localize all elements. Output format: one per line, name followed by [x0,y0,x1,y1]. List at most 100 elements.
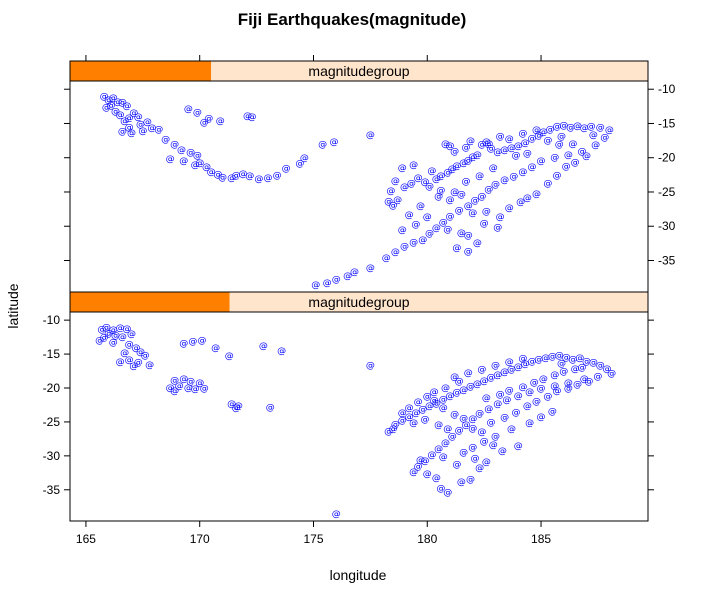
data-point: @ [109,338,118,348]
data-point: @ [580,124,589,134]
data-point: @ [550,370,559,380]
data-point: @ [482,137,491,147]
data-point: @ [580,375,589,385]
data-point: @ [104,95,113,105]
data-point: @ [489,163,498,173]
data-point: @ [448,165,457,175]
data-point: @ [427,451,436,461]
data-point: @ [116,111,125,121]
data-point: @ [154,125,163,135]
data-point: @ [116,324,125,334]
data-point: @ [225,351,234,361]
data-point: @ [136,120,145,130]
data-point: @ [398,416,407,426]
data-point: @ [482,207,491,217]
data-point: @ [461,177,470,187]
data-point: @ [179,375,188,385]
data-point: @ [329,137,338,147]
data-point: @ [475,409,484,419]
data-point: @ [441,383,450,393]
data-point: @ [461,143,470,153]
data-point: @ [491,361,500,371]
data-point: @ [273,171,282,181]
data-point: @ [405,413,414,423]
data-point: @ [527,163,536,173]
data-point: @ [457,190,466,200]
data-point: @ [475,463,484,473]
y-axis-label: latitude [5,283,21,328]
y-tick-label: -10 [658,82,676,96]
data-point: @ [282,164,291,174]
data-point: @ [300,154,309,164]
data-point: @ [514,391,523,401]
data-point: @ [243,111,252,121]
data-point: @ [578,363,587,373]
data-point: @ [471,454,480,464]
data-point: @ [409,238,418,248]
data-point: @ [500,176,509,186]
data-point: @ [468,152,477,162]
data-point: @ [420,178,429,188]
data-point: @ [145,360,154,370]
data-point: @ [420,457,429,467]
data-point: @ [573,380,582,390]
data-point: @ [143,117,152,127]
data-point: @ [489,440,498,450]
data-point: @ [455,377,464,387]
data-point: @ [100,92,109,102]
data-point: @ [432,474,441,484]
data-point: @ [166,154,175,164]
data-point: @ [555,351,564,361]
data-point: @ [136,347,145,357]
x-tick-label: 185 [531,532,551,546]
strip-background [70,61,648,81]
data-point: @ [446,212,455,222]
data-point: @ [473,379,482,389]
data-point: @ [184,104,193,114]
data-point: @ [559,367,568,377]
data-point: @ [518,129,527,139]
data-point: @ [498,446,507,456]
data-point: @ [416,455,425,465]
data-point: @ [450,372,459,382]
data-point: @ [578,147,587,157]
data-point: @ [259,341,268,351]
data-point: @ [102,323,111,333]
data-point: @ [186,148,195,158]
data-point: @ [582,152,591,162]
data-point: @ [125,113,134,123]
data-point: @ [450,147,459,157]
data-point: @ [414,398,423,408]
data-point: @ [311,280,320,290]
data-point: @ [184,383,193,393]
data-point: @ [552,122,561,132]
data-point: @ [505,135,514,145]
data-point: @ [507,365,516,375]
data-point: @ [191,385,200,395]
data-point: @ [432,399,441,409]
data-point: @ [122,102,131,112]
data-point: @ [482,394,491,404]
data-point: @ [550,153,559,163]
data-point: @ [603,364,612,374]
data-point: @ [177,146,186,156]
data-point: @ [484,139,493,149]
data-point: @ [473,150,482,160]
data-point: @ [500,413,509,423]
data-point: @ [125,123,134,133]
x-tick-label: 170 [190,532,210,546]
data-point: @ [170,376,179,386]
data-point: @ [493,370,502,380]
data-point: @ [582,357,591,367]
data-point: @ [455,426,464,436]
data-point: @ [589,130,598,140]
data-point: @ [471,196,480,206]
data-point: @ [416,202,425,212]
data-point: @ [197,336,206,346]
data-point: @ [507,425,516,435]
data-point: @ [486,418,495,428]
data-point: @ [493,148,502,158]
data-point: @ [593,372,602,382]
data-point: @ [382,254,391,264]
